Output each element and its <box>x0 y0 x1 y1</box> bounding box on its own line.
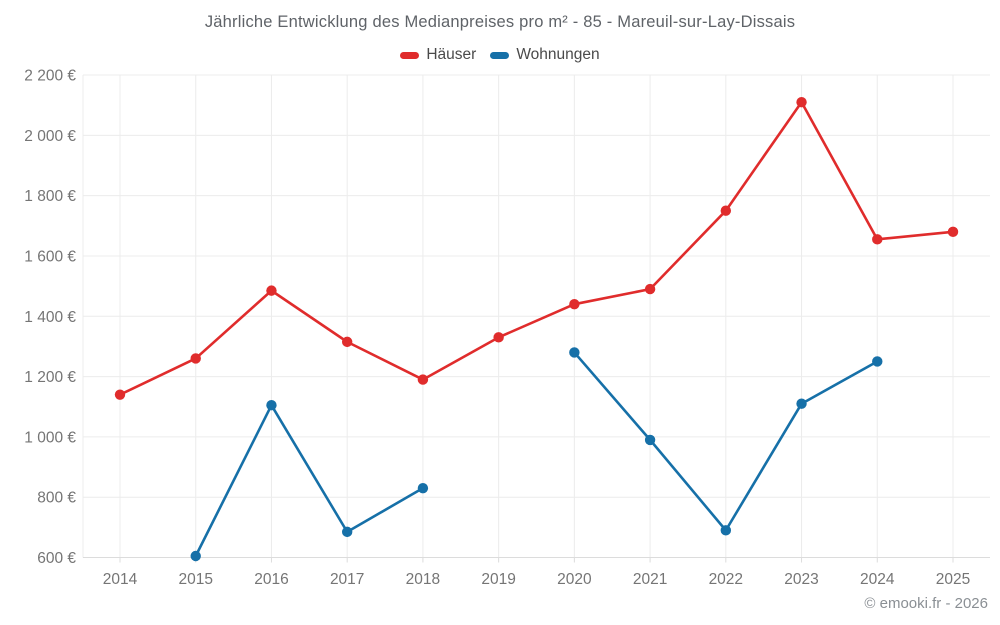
x-axis-label: 2025 <box>936 571 970 588</box>
data-point-wohnungen-2023[interactable] <box>796 398 807 409</box>
data-point-huser-2025[interactable] <box>947 226 959 238</box>
series-line-wohnungen <box>194 403 425 558</box>
data-point-huser-2019[interactable] <box>493 332 504 343</box>
chart-legend: Häuser Wohnungen <box>0 46 1000 64</box>
y-axis-label: 1 400 € <box>24 309 76 326</box>
x-axis-label: 2020 <box>557 571 592 588</box>
y-axis-label: 1 800 € <box>24 188 76 205</box>
data-point-huser-2014[interactable] <box>114 389 126 400</box>
y-axis-label: 1 000 € <box>24 429 76 446</box>
x-axis-label: 2021 <box>633 571 667 588</box>
data-point-huser-2024[interactable] <box>872 234 883 245</box>
data-point-wohnungen-2015[interactable] <box>190 550 201 562</box>
x-axis-label: 2014 <box>103 571 138 588</box>
chart-title: Jährliche Entwicklung des Medianpreises … <box>204 13 796 31</box>
y-axis-label: 1 200 € <box>24 369 76 386</box>
legend-swatch <box>490 51 510 59</box>
data-point-wohnungen-2020[interactable] <box>569 347 580 358</box>
x-axis-label: 2023 <box>784 571 818 588</box>
x-axis-label: 2017 <box>330 571 364 588</box>
data-point-huser-2023[interactable] <box>796 96 807 108</box>
data-point-huser-2015[interactable] <box>190 353 201 364</box>
copyright-note: © emooki.fr - 2026 <box>864 595 988 612</box>
y-axis-label: 800 € <box>37 490 76 507</box>
data-point-huser-2021[interactable] <box>644 283 656 295</box>
x-axis-label: 2016 <box>254 571 288 588</box>
x-axis-label: 2024 <box>860 571 895 588</box>
y-axis-label: 2 200 € <box>24 68 76 85</box>
legend-label: Wohnungen <box>516 46 600 63</box>
series-line-huser <box>118 100 955 396</box>
legend-item-wohnungen[interactable]: Wohnungen <box>490 46 600 64</box>
data-point-huser-2020[interactable] <box>569 298 580 310</box>
data-point-huser-2017[interactable] <box>341 336 353 348</box>
x-axis-label: 2015 <box>178 571 212 588</box>
data-point-huser-2022[interactable] <box>720 205 732 216</box>
data-point-huser-2018[interactable] <box>417 374 429 385</box>
x-axis-label: 2019 <box>481 571 515 588</box>
data-point-wohnungen-2024[interactable] <box>872 356 883 367</box>
data-point-wohnungen-2017[interactable] <box>341 526 353 538</box>
x-axis-label: 2022 <box>709 571 743 588</box>
data-point-wohnungen-2016[interactable] <box>266 400 277 411</box>
legend-item-huser[interactable]: Häuser <box>400 46 476 64</box>
y-axis-label: 2 000 € <box>24 128 76 145</box>
data-point-wohnungen-2021[interactable] <box>644 434 656 446</box>
y-axis-label: 1 600 € <box>24 248 76 265</box>
x-axis-label: 2018 <box>406 571 440 588</box>
data-point-huser-2016[interactable] <box>266 285 277 296</box>
data-point-wohnungen-2018[interactable] <box>417 482 429 494</box>
legend-swatch <box>400 51 420 59</box>
y-axis-label: 600 € <box>37 550 76 567</box>
legend-label: Häuser <box>426 46 477 63</box>
data-point-wohnungen-2022[interactable] <box>720 525 732 536</box>
